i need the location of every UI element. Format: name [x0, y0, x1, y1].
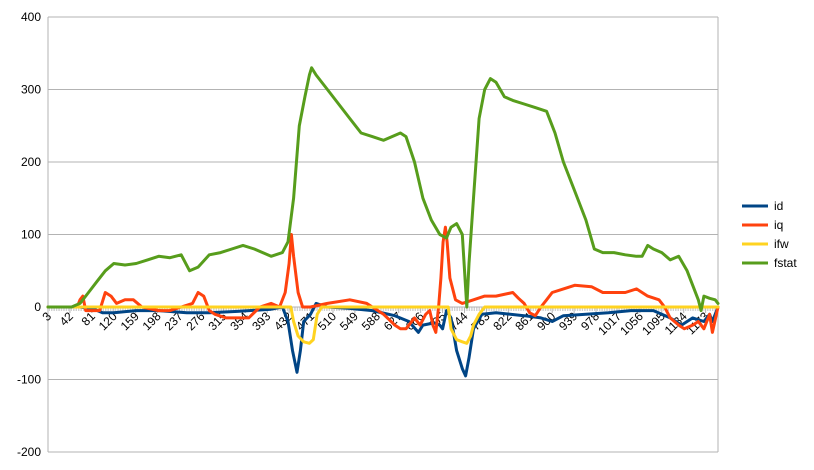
- series-line-iq: [46, 225, 720, 334]
- series-line-id: [46, 301, 720, 378]
- gridlines: [47, 16, 719, 453]
- series-line-fstat: [46, 66, 720, 313]
- x-tick-label: 861: [512, 309, 536, 333]
- legend-label-fstat: fstat: [774, 256, 797, 270]
- y-tick-label: 400: [21, 10, 41, 24]
- series-line-ifw: [46, 305, 720, 345]
- x-tick-label: 198: [140, 309, 164, 333]
- legend-label-iq: iq: [774, 218, 783, 232]
- x-tick-label: 42: [57, 309, 77, 329]
- x-tick-label: 3: [39, 309, 54, 324]
- x-tick-label: 1095: [639, 309, 668, 338]
- x-tick-label: 1056: [617, 309, 646, 338]
- y-tick-label: -100: [17, 373, 41, 387]
- x-tick-label: 549: [337, 309, 361, 333]
- y-tick-label: 100: [21, 228, 41, 242]
- y-tick-label: 0: [34, 300, 41, 314]
- y-axis: -200 -100 0 100 200 300 400: [17, 10, 41, 459]
- series-lines: [46, 66, 720, 378]
- y-tick-label: 200: [21, 155, 41, 169]
- y-tick-label: -200: [17, 445, 41, 459]
- x-tick-label: 939: [556, 309, 580, 333]
- legend-label-id: id: [774, 199, 783, 213]
- y-tick-label: 300: [21, 83, 41, 97]
- legend-label-ifw: ifw: [774, 237, 789, 251]
- legend: id iq ifw fstat: [742, 199, 797, 270]
